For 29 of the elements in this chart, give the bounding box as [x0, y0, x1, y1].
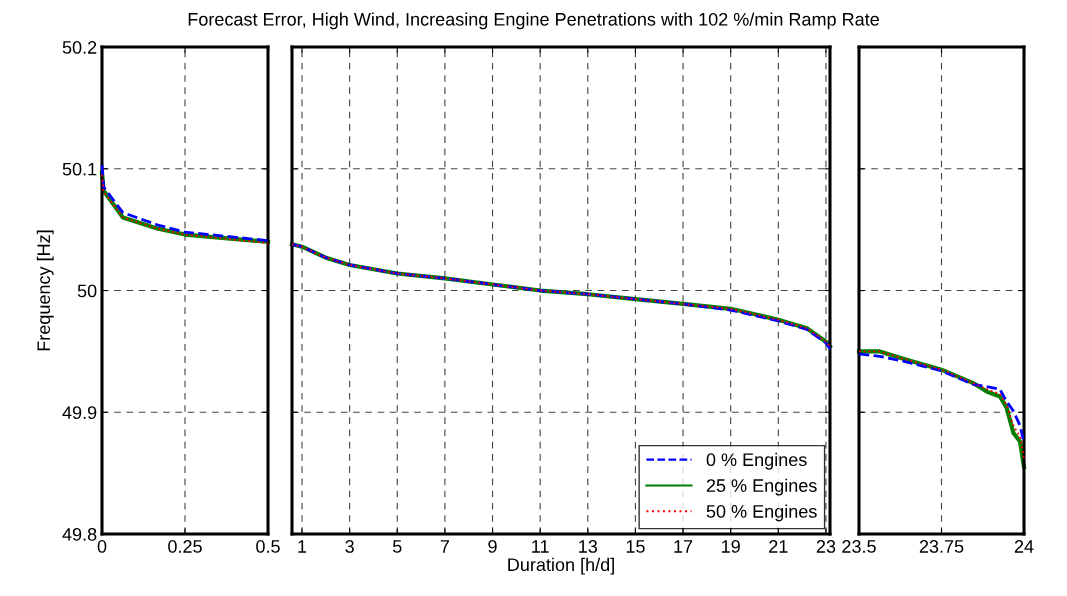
x-tick-label: 9	[488, 540, 497, 553]
x-tick-label: 0.5	[256, 540, 280, 553]
x-tick-label: 5	[392, 540, 402, 553]
x-tick-label: 1	[298, 540, 307, 553]
x-tick-label: 11	[532, 540, 549, 553]
y-tick-label: 50.1	[62, 162, 97, 176]
x-tick-label: 7	[440, 540, 450, 553]
legend-label: 0 % Engines	[706, 452, 807, 470]
x-tick-label: 15	[626, 540, 645, 553]
x-tick-label: 0	[97, 540, 107, 553]
x-tick-label: 23.5	[842, 540, 876, 553]
y-tick-label: 49.9	[62, 406, 97, 419]
y-tick-label: 50	[77, 284, 97, 298]
y-axis-title: Frequency [Hz]	[36, 230, 54, 351]
x-tick-label: 23.75	[919, 540, 964, 553]
y-tick-label: 50.2	[62, 41, 97, 54]
x-tick-label: 0.25	[168, 540, 202, 553]
x-tick-label: 23	[816, 540, 836, 553]
y-tick-label: 49.8	[62, 527, 97, 541]
text: Forecast Error, High Wind, Increasing Engine Penetrations with 102 %/min Ramp Rate	[188, 12, 879, 30]
x-tick-label: 13	[579, 540, 598, 553]
x-tick-label: 17	[674, 540, 693, 553]
legend-label: 50 % Engines	[706, 504, 817, 522]
legend-label: 25 % Engines	[706, 478, 817, 496]
x-tick-label: 24	[1014, 540, 1034, 553]
x-axis-title: Duration [h/d]	[508, 557, 614, 575]
x-tick-label: 3	[345, 540, 354, 553]
x-tick-label: 21	[769, 540, 788, 553]
x-tick-label: 19	[722, 540, 740, 553]
